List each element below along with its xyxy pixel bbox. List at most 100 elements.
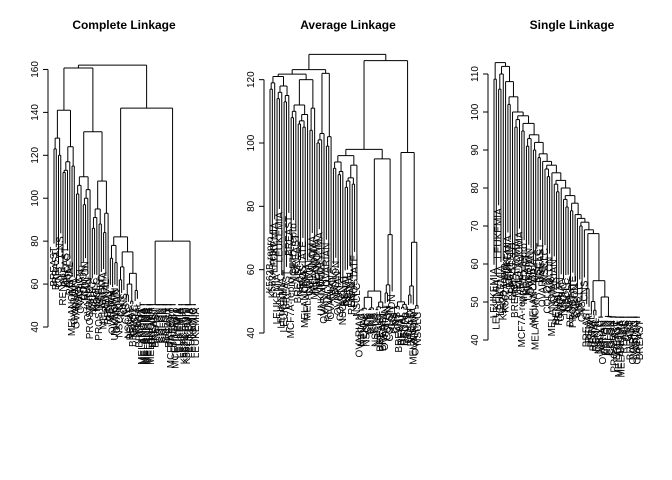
leaf-label: BREAST — [60, 247, 71, 287]
leaf-label: MELANOMA — [312, 238, 323, 296]
leaf-label: MCF7A-repro — [517, 286, 528, 347]
leaf-label: CNS — [577, 301, 588, 322]
leaf-label: NSCLC — [92, 278, 103, 312]
leaf-label: K562B-repro — [498, 263, 509, 320]
y-tick-label: 120 — [246, 71, 257, 88]
leaf-label: BREAST — [406, 306, 417, 346]
leaf-label: UNKNOWN — [110, 288, 121, 341]
leaf-label: CNS — [364, 313, 375, 334]
leaf-label: COLON — [81, 261, 92, 297]
leaf-label: MELANOMA — [314, 232, 325, 290]
leaf-label: MCF7A-repro — [166, 307, 177, 368]
leaf-label: OVARIAN — [83, 277, 94, 321]
leaf-label: NSCLC — [123, 305, 134, 339]
leaf-label: NSCLC — [413, 312, 424, 346]
leaf-label: BREAST — [394, 313, 405, 353]
leaf-label: K562A-repro — [267, 241, 278, 298]
leaf-label: COLON — [382, 305, 393, 341]
leaf-label: COLON — [155, 308, 166, 344]
y-tick-label: 80 — [30, 235, 41, 247]
leaf-label: MELANOMA — [307, 236, 318, 294]
leaf-label: NSCLC — [401, 312, 412, 346]
leaf-label: MELANOMA — [310, 242, 321, 300]
leaf-label: COLON — [570, 284, 581, 320]
leaf-label: BREAST — [582, 307, 593, 347]
leaf-label: CNS — [366, 313, 377, 334]
leaf-label: BREAST — [281, 270, 292, 310]
leaf-label: UNKNOWN — [524, 248, 535, 301]
average-linkage-panel: Average Linkage 40 60 80 100 120 K562B-reproK… — [246, 18, 424, 365]
leaf-label: CNS — [623, 320, 634, 341]
y-tick-label: 160 — [30, 61, 41, 78]
leaf-label: NSCLC — [114, 304, 125, 338]
leaf-label: CNS — [119, 293, 130, 314]
leaf-label: OVARIAN — [380, 306, 391, 350]
y-tick-label: 40 — [470, 334, 481, 346]
leaf-label: RENAL — [554, 292, 565, 326]
leaf-label: NSCLC — [575, 282, 586, 316]
leaf-label: BREAST — [135, 308, 146, 348]
leaf-label: NSCLC — [596, 320, 607, 354]
y-tick-label: 90 — [470, 144, 481, 156]
leaf-label: BREAST — [51, 250, 62, 290]
leaf-label: COLON — [162, 308, 173, 344]
leaf-label: COLON — [603, 320, 614, 356]
leaf-label: COLON — [385, 306, 396, 342]
leaf-label: NSCLC — [371, 313, 382, 347]
leaf-label: CNS — [572, 296, 583, 317]
leaf-label: COLON — [545, 257, 556, 293]
leaf-label: RENAL — [619, 320, 630, 354]
leaf-label: NSCLC — [90, 277, 101, 311]
leaf-label: NSCLC — [189, 308, 200, 342]
leaf-label: NSCLC — [561, 278, 572, 312]
leaf-label: PROSTATE — [610, 320, 621, 373]
leaf-label: NSCLC — [357, 313, 368, 347]
leaf-label: BREAST — [293, 263, 304, 303]
leaf-label: OVARIAN — [354, 313, 365, 357]
leaf-label: MELANOMA — [514, 231, 525, 289]
leaf-label: OVARIAN — [108, 290, 119, 334]
panel-title: Single Linkage — [530, 18, 615, 32]
leaf-label: BREAST — [168, 308, 179, 348]
leaf-label: BREAST — [612, 320, 623, 360]
leaf-label: MELANOMA — [67, 279, 78, 337]
leaf-label: RENAL — [65, 262, 76, 296]
leaf-label: BREAST — [128, 307, 139, 347]
leaf-label: OVARIAN — [333, 271, 344, 315]
leaf-label: CNS — [121, 303, 132, 324]
leaf-label: MELANOMA — [141, 307, 152, 365]
leaf-label: LEUKEMIA — [277, 278, 288, 329]
leaf-label: NSCLC — [559, 282, 570, 316]
leaf-label: RENAL — [345, 269, 356, 303]
leaf-label: OVARIAN — [526, 251, 537, 295]
leaf-label: CNS — [579, 280, 590, 301]
complete-linkage-panel: Complete Linkage 40 60 80 100 120 140 160 BREAS… — [30, 18, 202, 369]
leaf-label: MELANOMA — [146, 307, 157, 365]
leaf-label: OVARIAN — [321, 243, 332, 287]
leaf-label: COLON — [600, 320, 611, 356]
leaf-label: COLON — [78, 265, 89, 301]
leaf-label: RENAL — [591, 318, 602, 352]
y-tick-label: 100 — [246, 134, 257, 151]
leaf-label: COLON — [153, 308, 164, 344]
leaf-label: CNS — [392, 312, 403, 333]
leaf-label: BREAST — [291, 234, 302, 274]
leaf-label: BREAST — [626, 320, 637, 360]
leaf-label: CNS — [54, 266, 65, 287]
leaf-label: LEUKEMIA — [494, 208, 505, 259]
leaf-label: COLON — [335, 286, 346, 322]
leaf-label: OVARIAN — [411, 312, 422, 356]
leaf-label: CNS — [117, 296, 128, 317]
leaf-label: BREAST — [150, 308, 161, 348]
y-tick-label: 60 — [30, 278, 41, 290]
leaf-label: K562B-repro — [265, 236, 276, 293]
leaf-label: MCF7D-repro — [171, 307, 182, 369]
leaf-label: OVARIAN — [76, 269, 87, 313]
leaf-label: NSCLC — [87, 281, 98, 315]
leaf-label: BREAST — [508, 261, 519, 301]
y-tick-label: 60 — [246, 264, 257, 276]
leaf-label: RENAL — [101, 279, 112, 313]
leaf-label: MELANOMA — [528, 268, 539, 326]
leaf-label: BREAST — [284, 216, 295, 256]
